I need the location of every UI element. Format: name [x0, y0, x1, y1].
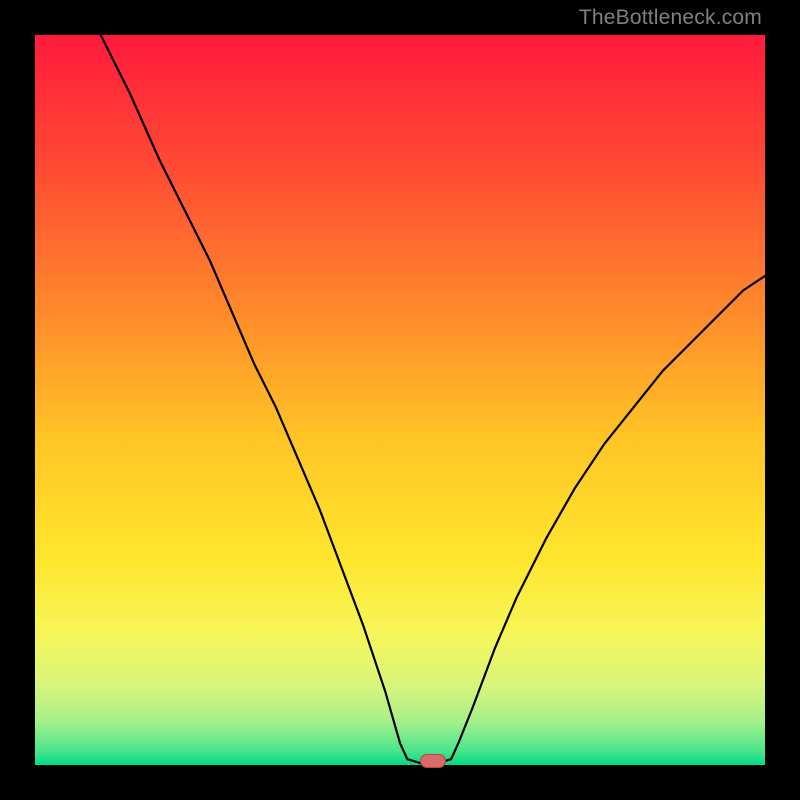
- bottleneck-curve: [35, 35, 765, 765]
- plot-area: [35, 35, 765, 765]
- bottleneck-marker: [420, 754, 446, 768]
- attribution-text: TheBottleneck.com: [579, 6, 762, 30]
- chart-frame: TheBottleneck.com: [0, 0, 800, 800]
